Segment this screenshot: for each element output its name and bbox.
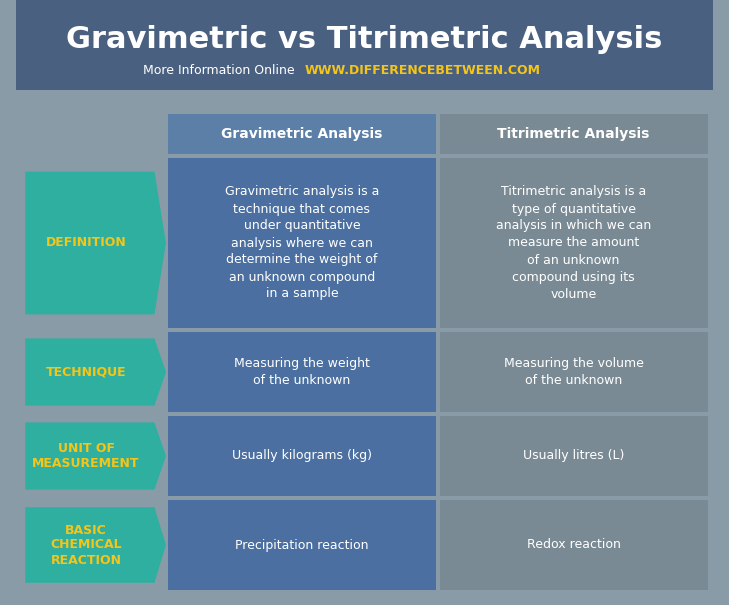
- FancyBboxPatch shape: [440, 158, 708, 328]
- FancyBboxPatch shape: [168, 114, 436, 154]
- Text: Titrimetric analysis is a
type of quantitative
analysis in which we can
measure : Titrimetric analysis is a type of quanti…: [496, 186, 651, 301]
- Text: WWW.DIFFERENCEBETWEEN.COM: WWW.DIFFERENCEBETWEEN.COM: [305, 64, 541, 76]
- FancyBboxPatch shape: [168, 500, 436, 590]
- FancyBboxPatch shape: [440, 416, 708, 496]
- Text: TECHNIQUE: TECHNIQUE: [46, 365, 126, 379]
- FancyBboxPatch shape: [440, 114, 708, 154]
- FancyBboxPatch shape: [168, 416, 436, 496]
- Polygon shape: [26, 172, 166, 315]
- FancyBboxPatch shape: [440, 500, 708, 590]
- Text: Usually kilograms (kg): Usually kilograms (kg): [232, 450, 372, 462]
- FancyBboxPatch shape: [16, 0, 713, 90]
- Text: Redox reaction: Redox reaction: [526, 538, 620, 552]
- Text: BASIC
CHEMICAL
REACTION: BASIC CHEMICAL REACTION: [50, 523, 122, 566]
- Text: Gravimetric Analysis: Gravimetric Analysis: [221, 127, 383, 141]
- Text: UNIT OF
MEASUREMENT: UNIT OF MEASUREMENT: [32, 442, 140, 470]
- Polygon shape: [26, 338, 166, 405]
- FancyBboxPatch shape: [168, 158, 436, 328]
- Polygon shape: [26, 507, 166, 583]
- Text: Measuring the weight
of the unknown: Measuring the weight of the unknown: [234, 357, 370, 387]
- Polygon shape: [26, 422, 166, 489]
- FancyBboxPatch shape: [168, 332, 436, 412]
- Text: Gravimetric vs Titrimetric Analysis: Gravimetric vs Titrimetric Analysis: [66, 24, 663, 53]
- Text: DEFINITION: DEFINITION: [46, 237, 126, 249]
- FancyBboxPatch shape: [440, 332, 708, 412]
- Text: Measuring the volume
of the unknown: Measuring the volume of the unknown: [504, 357, 644, 387]
- Text: Usually litres (L): Usually litres (L): [523, 450, 624, 462]
- Text: Precipitation reaction: Precipitation reaction: [235, 538, 369, 552]
- Text: Titrimetric Analysis: Titrimetric Analysis: [497, 127, 650, 141]
- Text: Gravimetric analysis is a
technique that comes
under quantitative
analysis where: Gravimetric analysis is a technique that…: [225, 186, 379, 301]
- Text: More Information Online: More Information Online: [143, 64, 303, 76]
